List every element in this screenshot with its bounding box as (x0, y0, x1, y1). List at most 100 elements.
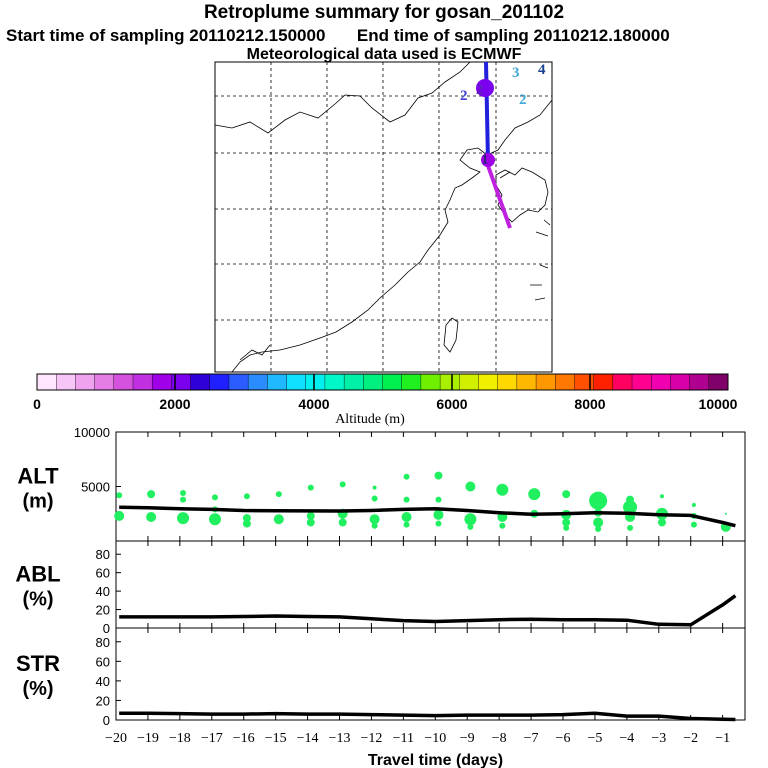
altitude-point (306, 511, 315, 520)
colorbar-tick-label: 10000 (699, 396, 738, 412)
altitude-point (403, 473, 410, 480)
track-label: 3 (512, 65, 520, 81)
panel-frame (115, 540, 746, 629)
y-tick-label: 0 (103, 713, 110, 728)
colorbar-cell (439, 373, 460, 391)
colorbar-cell (267, 373, 288, 391)
y-tick-label: 80 (96, 547, 110, 562)
x-tick-label: −12 (360, 731, 382, 746)
colorbar-cell (247, 373, 268, 391)
colorbar-cell (55, 373, 76, 391)
altitude-point (691, 503, 696, 508)
x-tick-label: −20 (105, 731, 127, 746)
panel-frame (115, 627, 746, 721)
altitude-point (467, 523, 474, 530)
altitude-point (499, 522, 506, 529)
altitude-point (116, 492, 123, 499)
colorbar-cell (670, 373, 691, 391)
altitude-point (180, 490, 187, 497)
track-label: 1 (481, 152, 489, 168)
colorbar-cell (75, 373, 96, 391)
x-tick-label: −17 (201, 731, 223, 746)
panel-label: ABL (15, 562, 60, 587)
map-gridlines (215, 62, 552, 372)
colorbar-tick-label: 0 (33, 396, 41, 412)
colorbar-cell (612, 373, 633, 391)
y-tick-label: 20 (96, 603, 110, 618)
colorbar-cell (305, 373, 326, 391)
y-tick-label: 80 (96, 635, 110, 650)
altitude-point (659, 494, 664, 499)
x-tick-label: −3 (651, 731, 666, 746)
altitude-point (562, 518, 571, 527)
colorbar-cell (689, 373, 710, 391)
track-label: 2 (476, 82, 484, 98)
x-tick-label: −16 (233, 731, 255, 746)
colorbar-cell (651, 373, 671, 391)
altitude-point (147, 490, 156, 499)
colorbar-cell (516, 373, 537, 391)
altitude-point (339, 481, 346, 488)
series-line (119, 711, 736, 722)
x-tick-label: −18 (169, 731, 191, 746)
colorbar-cell (382, 373, 403, 391)
altitude-point (371, 495, 378, 502)
altitude-point (435, 520, 442, 527)
trajectory-upper (484, 61, 490, 163)
panel-unit: (m) (22, 491, 53, 513)
altitude-point (114, 510, 125, 521)
altitude-point (243, 493, 250, 500)
colorbar-cell (401, 373, 422, 391)
x-tick-label: −6 (556, 731, 571, 746)
altitude-point (369, 514, 380, 525)
altitude-point (211, 494, 218, 501)
panel-frame (115, 431, 746, 542)
colorbar-cell (708, 373, 729, 391)
colorbar-cell (209, 373, 230, 391)
y-tick-label: 10000 (74, 425, 110, 440)
x-tick-label: −9 (460, 731, 475, 746)
altitude-point (371, 522, 378, 529)
x-axis-label: Travel time (days) (368, 752, 503, 768)
y-tick-label: 0 (103, 621, 110, 636)
x-tick-label: −11 (393, 731, 414, 746)
x-tick-label: −10 (424, 731, 446, 746)
altitude-point (595, 526, 602, 533)
panel-label: STR (16, 651, 60, 676)
colorbar-xlabel: Altitude (m) (335, 412, 405, 427)
altitude-point (593, 517, 604, 528)
colorbar-cell (324, 373, 345, 391)
altitude-point (208, 513, 221, 526)
panel-unit: (%) (22, 678, 53, 700)
colorbar-cell (228, 373, 249, 391)
colorbar-frame (36, 373, 729, 391)
y-tick-label: 60 (96, 654, 110, 669)
colorbar-ticks: 0 2000 4000 6000 8000 10000 (33, 396, 738, 412)
sampling-times: Start time of sampling 20110212.150000 E… (6, 26, 768, 46)
altitude-point (433, 509, 444, 520)
altitude-point (401, 512, 412, 523)
altitude-point (690, 521, 697, 528)
x-tick-label: −7 (524, 731, 539, 746)
track-labels: 4 3 2 2 2 1 (460, 62, 546, 168)
altitude-colorbar: 0 2000 4000 6000 8000 10000 Altitude (m) (33, 373, 738, 427)
y-tick-label: 60 (96, 566, 110, 581)
y-tick-label: 20 (96, 693, 110, 708)
x-tick-label: −8 (492, 731, 507, 746)
altitude-point (496, 483, 509, 496)
altitude-point (275, 491, 282, 498)
panel-alt: 10000 5000 ALT(m) (17, 425, 746, 542)
altitude-point (242, 519, 251, 528)
map-frame (214, 61, 553, 373)
colorbar-cell (286, 373, 307, 391)
altitude-point (724, 512, 727, 515)
y-tick-label: 40 (96, 584, 110, 599)
colorbar-cell (574, 373, 595, 391)
colorbar-cell (497, 373, 518, 391)
altitude-point (623, 500, 638, 515)
colorbar-cell (363, 373, 383, 391)
panel-abl: 80 60 40 20 0 ABL(%) (15, 540, 746, 636)
altitude-point (589, 491, 608, 510)
colorbar-cell (631, 373, 652, 391)
panel-unit: (%) (22, 589, 53, 611)
